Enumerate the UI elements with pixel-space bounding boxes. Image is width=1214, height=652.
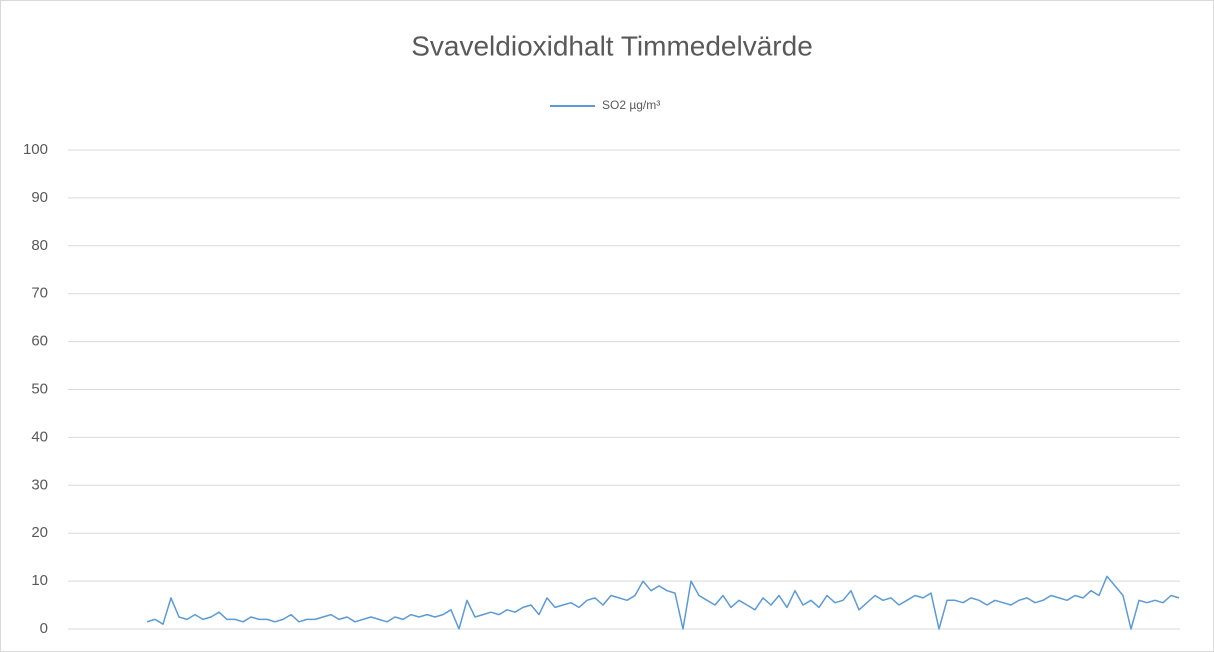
- data-line: [146, 575, 1180, 630]
- y-tick-label: 80: [31, 237, 48, 254]
- chart-title: Svaveldioxidhalt Timmedelvärde: [411, 30, 813, 61]
- y-tick-label: 70: [31, 285, 48, 302]
- y-tick-label: 40: [31, 428, 48, 445]
- y-tick-label: 50: [31, 380, 48, 397]
- y-tick-label: 100: [23, 141, 48, 158]
- y-tick-label: 10: [31, 572, 48, 589]
- y-tick-label: 60: [31, 333, 48, 350]
- y-tick-label: 20: [31, 524, 48, 541]
- legend-label: SO2 µg/m³: [602, 98, 660, 112]
- y-tick-label: 90: [31, 189, 48, 206]
- y-tick-label: 0: [40, 620, 48, 637]
- y-tick-label: 30: [31, 476, 48, 493]
